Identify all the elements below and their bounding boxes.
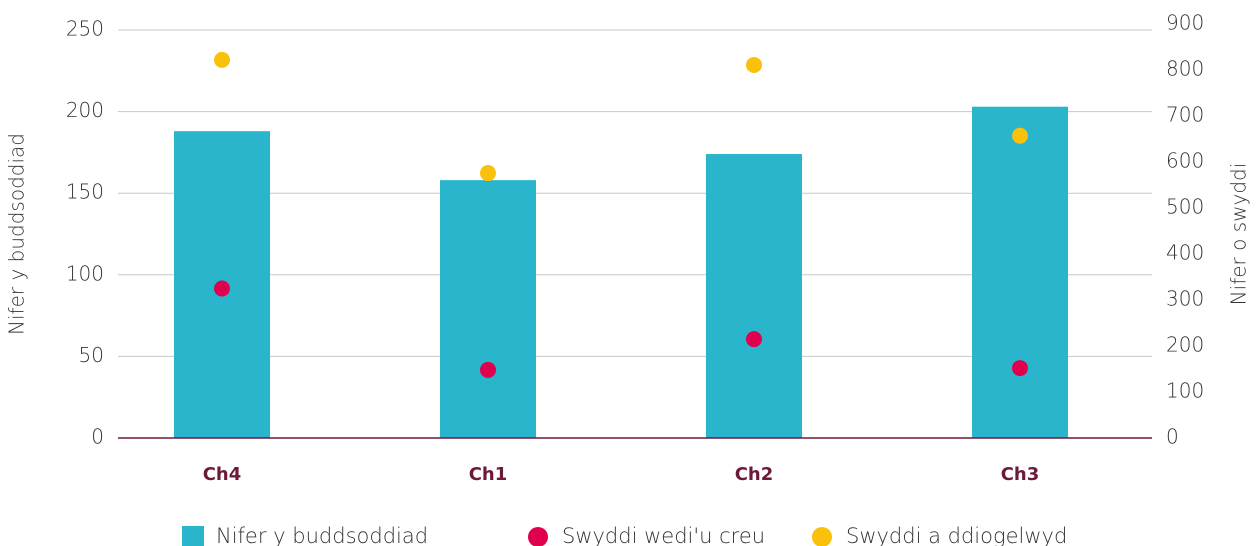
y2-tick-label: 900 [1166,11,1204,35]
y2-tick-label: 0 [1166,425,1179,449]
legend-label: Swyddi wedi'u creu [562,524,765,546]
y2-tick-label: 700 [1166,103,1204,127]
y-axis-title: Nifer y buddsoddiad [5,133,29,335]
dot [480,165,496,182]
dot [480,361,496,378]
dot [214,51,230,68]
legend-swatch [528,527,548,546]
bar [972,106,1068,438]
y2-tick-label: 400 [1166,241,1204,265]
y-tick-label: 50 [79,343,104,367]
dot [1012,360,1028,377]
dot [746,56,762,73]
legend-swatch [812,527,832,546]
dot [1012,127,1028,144]
y2-tick-label: 100 [1166,379,1204,403]
bar [706,154,802,439]
y2-tick-label: 800 [1166,57,1204,81]
legend-label: Swyddi a ddiogelwyd [846,524,1067,546]
legend-label: Nifer y buddsoddiad [216,524,428,546]
y-tick-label: 250 [66,17,104,41]
y-tick-label: 150 [66,180,104,204]
y2-tick-label: 200 [1166,333,1204,357]
y-tick-label: 100 [66,261,104,285]
x-tick-label: Ch2 [735,464,774,485]
dot [214,280,230,297]
x-tick-label: Ch4 [203,464,242,485]
y-tick-label: 0 [91,425,104,449]
dot [746,331,762,348]
y-tick-label: 200 [66,98,104,122]
x-tick-label: Ch3 [1001,464,1040,485]
y2-tick-label: 500 [1166,195,1204,219]
x-tick-label: Ch1 [469,464,508,485]
y2-axis-title: Nifer o swyddi [1227,163,1251,306]
bar [440,180,536,439]
legend-swatch [182,526,204,546]
y2-tick-label: 600 [1166,149,1204,173]
y2-tick-label: 300 [1166,287,1204,311]
